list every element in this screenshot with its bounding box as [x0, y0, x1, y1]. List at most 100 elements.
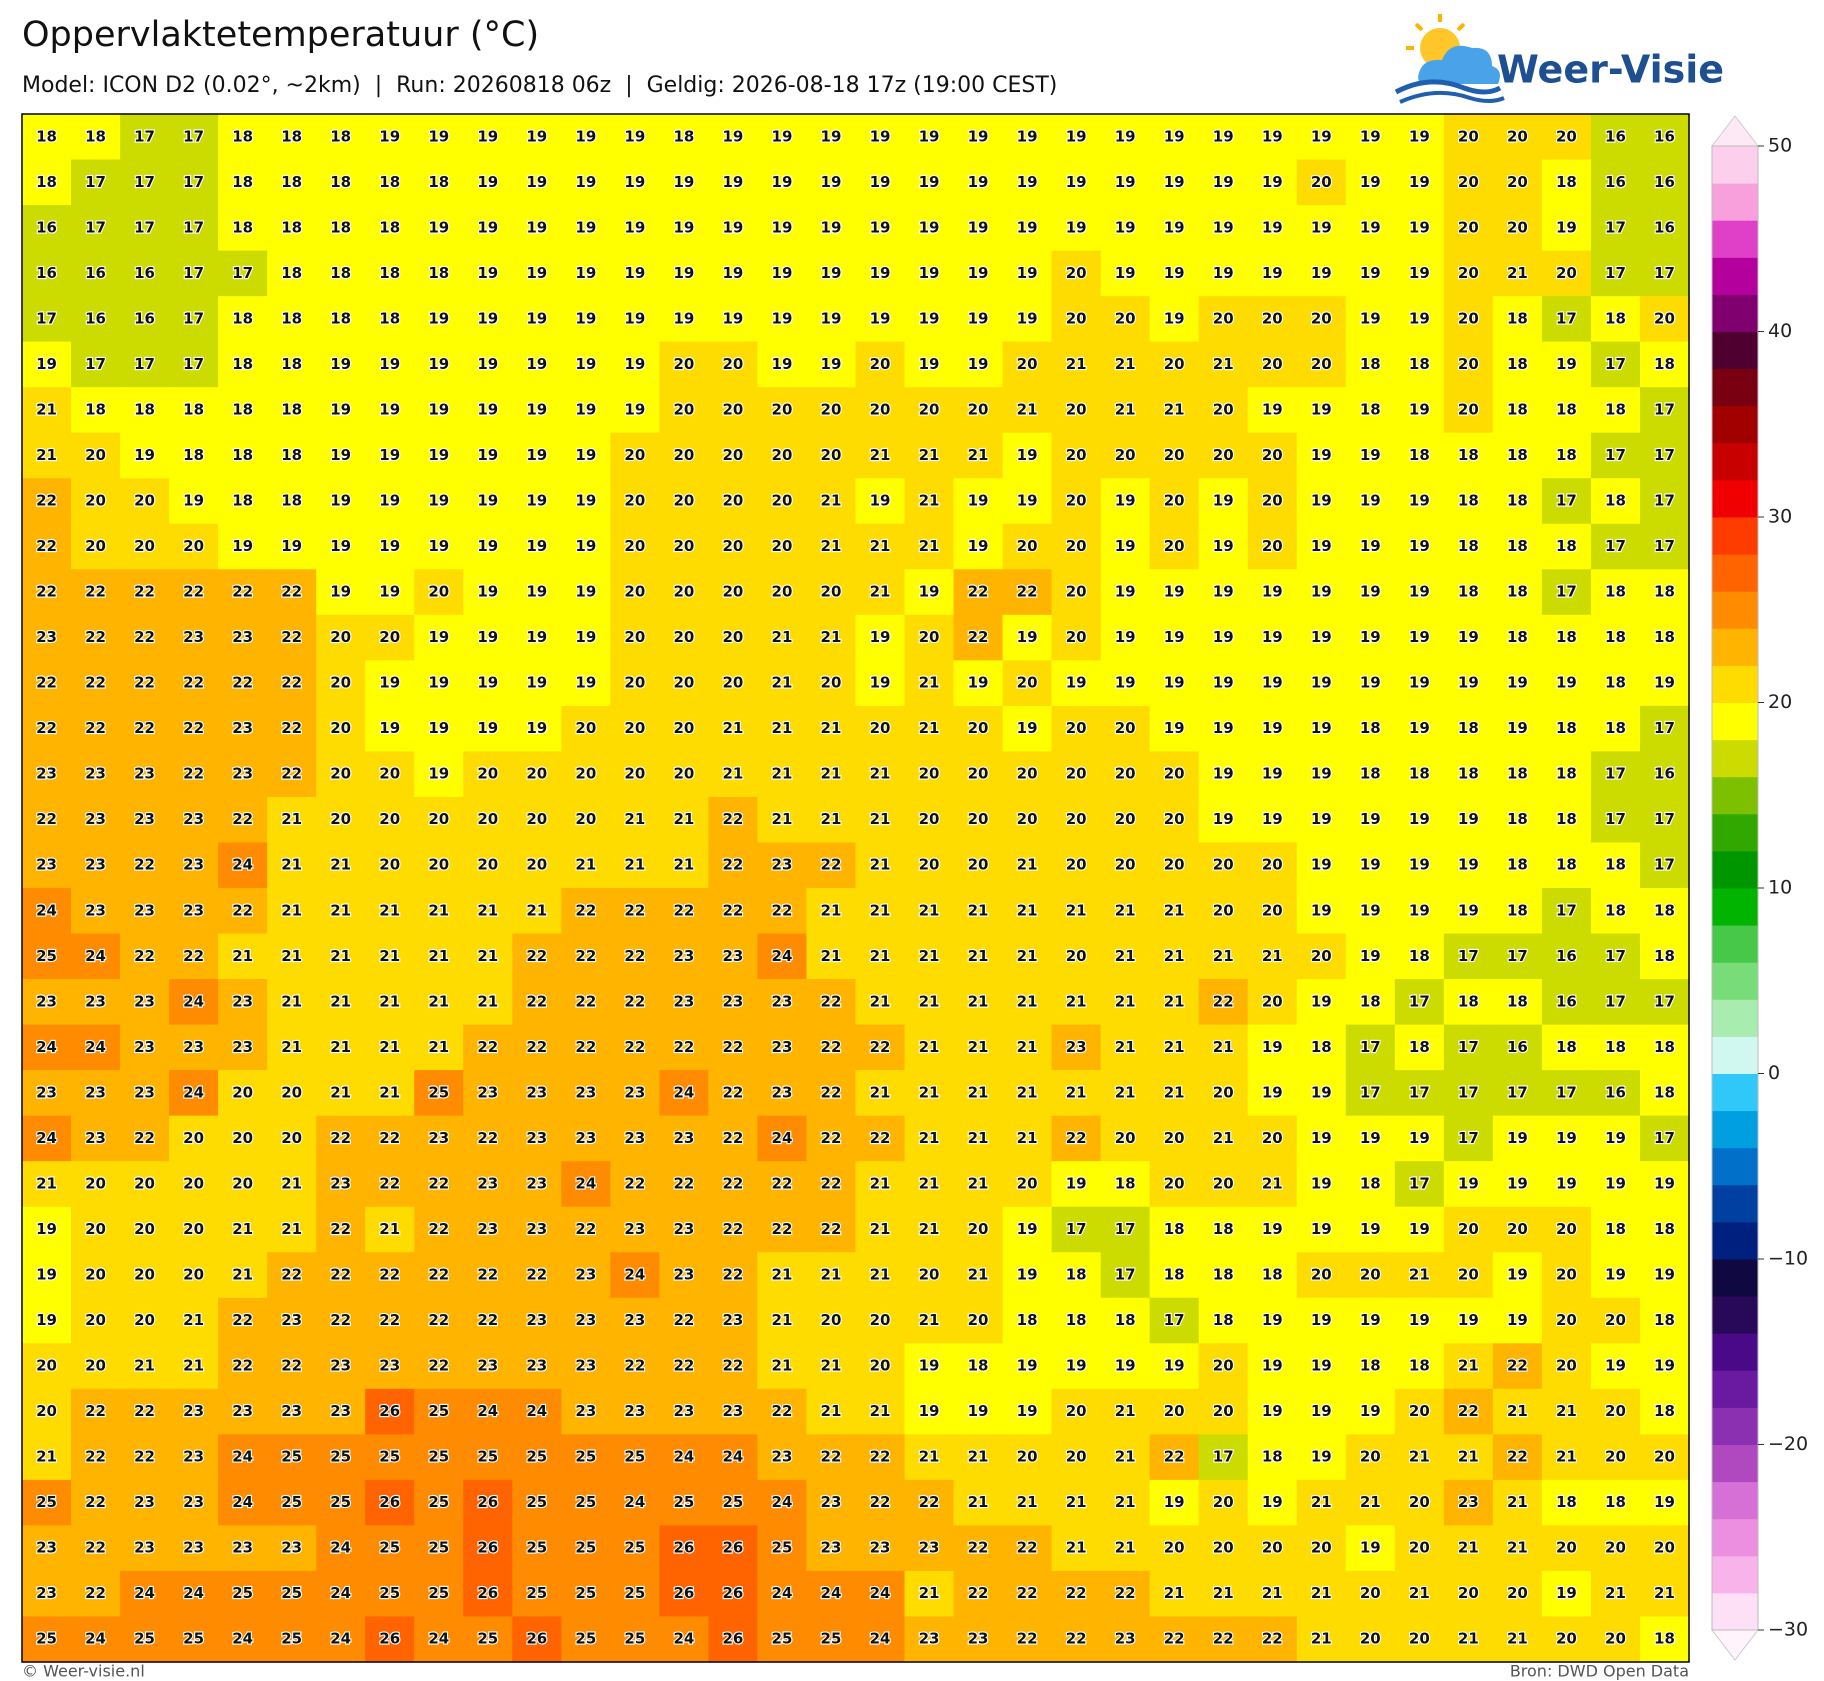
temperature-label: 21	[1115, 1038, 1136, 1056]
temperature-label: 21	[281, 1174, 302, 1192]
colorbar-segment	[1712, 1147, 1758, 1186]
temperature-cell	[1345, 523, 1396, 570]
temperature-label: 18	[281, 127, 302, 145]
temperature-label: 23	[134, 1539, 155, 1557]
temperature-label: 23	[330, 1402, 351, 1420]
temperature-label: 21	[1213, 1038, 1234, 1056]
temperature-cell	[512, 1024, 562, 1071]
temperature-cell	[659, 1115, 710, 1162]
temperature-cell	[1590, 1343, 1641, 1390]
temperature-label: 18	[1507, 901, 1528, 919]
temperature-label: 17	[1409, 992, 1430, 1010]
temperature-cell	[1100, 114, 1151, 161]
temperature-cell	[1002, 478, 1053, 525]
temperature-label: 19	[1360, 1311, 1381, 1329]
temperature-cell	[316, 1479, 366, 1527]
temperature-cell	[1443, 660, 1494, 707]
temperature-cell	[1100, 1024, 1151, 1071]
temperature-cell	[1100, 614, 1151, 661]
temperature-cell	[1492, 1525, 1543, 1572]
temperature-label: 16	[1654, 218, 1675, 236]
temperature-label: 19	[330, 492, 351, 510]
temperature-cell	[1296, 705, 1347, 753]
temperature-label: 21	[1115, 1083, 1136, 1101]
temperature-cell	[610, 159, 660, 206]
temperature-label: 20	[183, 1220, 204, 1238]
temperature-cell	[365, 1024, 415, 1071]
temperature-label: 17	[1458, 1129, 1479, 1147]
temperature-cell	[22, 1479, 72, 1527]
temperature-label: 20	[183, 1174, 204, 1192]
temperature-cell	[757, 1024, 808, 1071]
temperature-cell	[1590, 1388, 1641, 1435]
temperature-cell	[561, 569, 611, 616]
temperature-cell	[757, 1343, 808, 1390]
temperature-label: 21	[281, 856, 302, 874]
temperature-label: 19	[1311, 765, 1332, 783]
temperature-label: 18	[232, 173, 253, 191]
temperature-cell	[120, 660, 170, 707]
temperature-label: 21	[1507, 264, 1528, 282]
temperature-cell	[120, 478, 170, 525]
temperature-cell	[610, 614, 660, 661]
temperature-cell	[1149, 250, 1200, 297]
temperature-cell	[365, 614, 415, 661]
temperature-label: 19	[1311, 583, 1332, 601]
temperature-cell	[22, 1024, 72, 1071]
temperature-cell	[120, 432, 170, 479]
temperature-label: 19	[575, 264, 596, 282]
temperature-label: 22	[428, 1220, 449, 1238]
temperature-cell	[1296, 1252, 1347, 1299]
temperature-label: 22	[1507, 1357, 1528, 1375]
temperature-cell	[267, 1024, 317, 1071]
temperature-cell	[904, 751, 955, 798]
temperature-cell	[1149, 387, 1200, 434]
temperature-label: 23	[330, 1357, 351, 1375]
temperature-label: 22	[821, 1448, 842, 1466]
temperature-label: 20	[919, 810, 940, 828]
temperature-cell	[316, 159, 366, 206]
temperature-cell	[414, 751, 464, 798]
temperature-label: 21	[821, 901, 842, 919]
temperature-cell	[1443, 1024, 1494, 1071]
temperature-cell	[365, 796, 415, 844]
temperature-label: 23	[183, 810, 204, 828]
temperature-label: 21	[1164, 992, 1185, 1010]
temperature-label: 21	[1115, 1493, 1136, 1511]
temperature-label: 21	[624, 810, 645, 828]
temperature-label: 22	[1164, 1448, 1185, 1466]
temperature-cell	[71, 296, 121, 343]
temperature-label: 22	[526, 1266, 547, 1284]
temperature-label: 19	[1262, 674, 1283, 692]
temperature-cell	[120, 1115, 170, 1162]
temperature-label: 24	[85, 1038, 106, 1056]
temperature-cell	[1639, 1434, 1690, 1481]
temperature-label: 19	[575, 355, 596, 373]
colorbar-segment	[1712, 183, 1758, 221]
temperature-label: 20	[183, 537, 204, 555]
temperature-cell	[1247, 842, 1298, 889]
temperature-cell	[1541, 1252, 1592, 1299]
temperature-label: 20	[1654, 309, 1675, 327]
temperature-label: 19	[1605, 1129, 1626, 1147]
temperature-label: 24	[232, 856, 253, 874]
temperature-label: 20	[134, 537, 155, 555]
temperature-cell	[1345, 114, 1396, 161]
temperature-label: 19	[1409, 674, 1430, 692]
temperature-label: 19	[1409, 1129, 1430, 1147]
temperature-cell	[169, 478, 219, 525]
temperature-cell	[1492, 888, 1543, 935]
temperature-label: 19	[1262, 400, 1283, 418]
temperature-cell	[120, 205, 170, 252]
temperature-label: 24	[330, 1539, 351, 1557]
temperature-label: 20	[526, 856, 547, 874]
temperature-cell	[463, 205, 513, 252]
temperature-label: 18	[1507, 492, 1528, 510]
temperature-cell	[120, 159, 170, 206]
temperature-label: 21	[919, 1448, 940, 1466]
temperature-cell	[1590, 1024, 1641, 1071]
temperature-cell	[365, 250, 415, 297]
temperature-cell	[365, 1525, 415, 1572]
temperature-label: 17	[1605, 765, 1626, 783]
colorbar-segment	[1712, 331, 1758, 370]
